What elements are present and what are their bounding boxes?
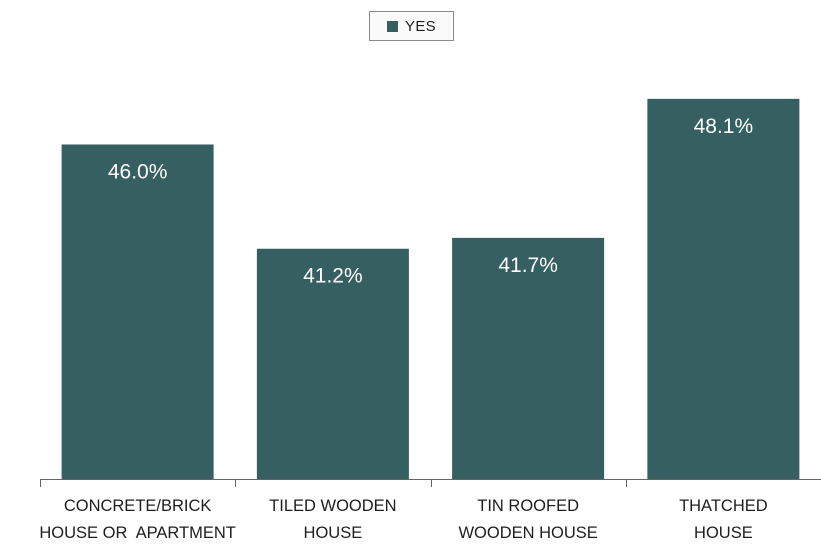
- category-label-1-line-2: HOUSE OR APARTMENT: [39, 524, 236, 542]
- category-label-3-line-1: TIN ROOFED: [477, 497, 579, 515]
- data-label-3: 41.7%: [498, 254, 558, 277]
- category-label-2-line-2: HOUSE: [304, 524, 363, 542]
- legend-label-yes: YES: [405, 17, 436, 35]
- legend-swatch: [387, 20, 399, 32]
- category-label-3-line-2: WOODEN HOUSE: [458, 524, 597, 542]
- legend: YES: [369, 11, 454, 41]
- bar-2: [256, 248, 409, 479]
- data-label-1: 46.0%: [108, 160, 168, 183]
- bar-4: [647, 98, 800, 479]
- category-label-1-line-1: CONCRETE/BRICK: [64, 497, 212, 515]
- bar-3: [452, 237, 605, 479]
- category-label-4-line-2: HOUSE: [694, 524, 753, 542]
- bar-1: [61, 144, 214, 479]
- category-label-4-line-1: THATCHED: [679, 497, 768, 515]
- data-label-4: 48.1%: [694, 115, 754, 138]
- category-label-2-line-1: TILED WOODEN: [269, 497, 396, 515]
- data-label-2: 41.2%: [303, 265, 363, 288]
